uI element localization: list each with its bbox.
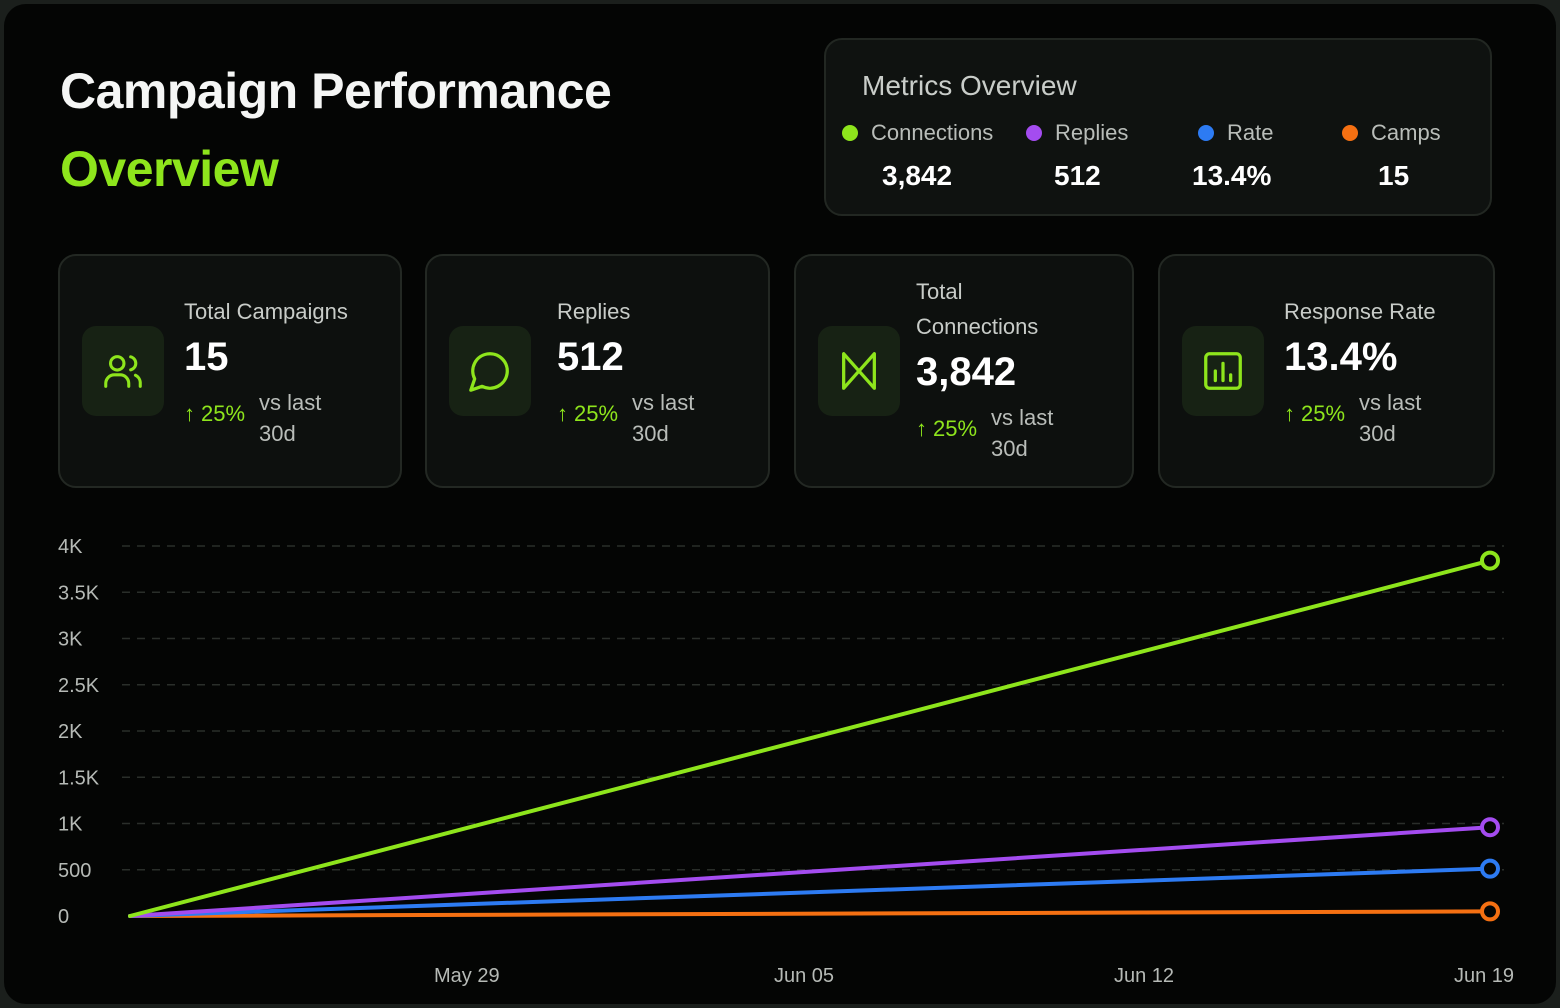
trend-change: ↑ 25% [184, 401, 246, 426]
bar-chart-box-icon [1182, 326, 1264, 416]
y-tick-label: 3K [58, 629, 83, 651]
stat-card-total-connections: Total Connections 3,842 ↑ 25% vs last 30d [794, 254, 1134, 488]
series-end-point [1480, 858, 1500, 879]
stat-value: 13.4% [1284, 335, 1398, 379]
metric-value: 3,842 [882, 160, 953, 191]
legend-dot-icon [1342, 125, 1358, 141]
bowtie-connection-icon [818, 326, 900, 416]
series-end-point [1480, 817, 1500, 838]
stat-card-replies: Replies 512 ↑ 25% vs last 30d [425, 254, 770, 488]
x-tick-label: May 29 [434, 965, 500, 987]
series-line [128, 825, 1492, 918]
trend-change: ↑ 25% [1284, 401, 1346, 426]
series-line [128, 909, 1492, 918]
trend-compare: vs last 30d [632, 390, 695, 446]
metric-label: Camps [1371, 120, 1441, 145]
message-circle-icon [449, 326, 531, 416]
metric-label: Connections [871, 120, 994, 145]
metric-label: Rate [1227, 120, 1274, 145]
series-end-point [1480, 550, 1500, 571]
y-tick-label: 0 [58, 906, 69, 928]
trend-change: ↑ 25% [916, 416, 978, 441]
y-tick-label: 1K [58, 814, 83, 836]
arrow-up-icon: ↑ [916, 416, 927, 441]
trend-compare: vs last 30d [259, 390, 322, 446]
metric-connections: Connections 3,842 [842, 120, 1022, 192]
users-icon [82, 326, 164, 416]
stat-label: Replies [557, 299, 631, 324]
series-line [128, 558, 1492, 918]
y-tick-label: 1.5K [58, 767, 100, 789]
page-subtitle: Overview [60, 141, 279, 197]
series-line [128, 866, 1492, 918]
stat-value: 512 [557, 335, 624, 379]
arrow-up-icon: ↑ [1284, 401, 1295, 426]
stat-card-response-rate: Response Rate 13.4% ↑ 25% vs last 30d [1158, 254, 1495, 488]
y-tick-label: 2.5K [58, 675, 100, 697]
y-tick-label: 3.5K [58, 582, 100, 604]
x-tick-label: Jun 12 [1114, 965, 1174, 987]
stat-value: 15 [184, 335, 229, 379]
metric-value: 15 [1378, 160, 1410, 191]
campaign-line-chart: 0 500 1K 1.5K 2K 2.5K 3K 3.5K 4K May 29 Jun 05 Jun … [58, 536, 1514, 987]
trend-change: ↑ 25% [557, 401, 619, 426]
y-tick-label: 4K [58, 536, 83, 558]
metrics-overview-panel: Metrics Overview Connections 3,842 Repli… [824, 38, 1492, 216]
legend-dot-icon [1026, 125, 1042, 141]
x-tick-label: Jun 05 [774, 965, 834, 987]
stat-card-total-campaigns: Total Campaigns 15 ↑ 25% vs last 30d [58, 254, 402, 488]
metric-rate: Rate 13.4% [1192, 120, 1378, 192]
metric-camps: Camps 15 [1342, 120, 1522, 192]
legend-dot-icon [842, 125, 858, 141]
dashboard-panel: Campaign Performance Overview Metrics Ov… [4, 4, 1556, 1004]
stat-label: Total Campaigns [184, 299, 348, 324]
y-tick-label: 2K [58, 721, 83, 743]
arrow-up-icon: ↑ [184, 401, 195, 426]
x-tick-label: Jun 19 [1454, 965, 1514, 987]
metric-label: Replies [1055, 120, 1129, 145]
trend-compare: vs last 30d [1359, 390, 1422, 446]
metrics-overview-title: Metrics Overview [862, 70, 1077, 101]
metric-value: 13.4% [1192, 160, 1272, 191]
arrow-up-icon: ↑ [557, 401, 568, 426]
y-tick-label: 500 [58, 860, 91, 882]
page-title: Campaign Performance [60, 63, 612, 119]
metric-value: 512 [1054, 160, 1101, 191]
legend-dot-icon [1198, 125, 1214, 141]
series-end-point [1480, 901, 1500, 922]
metric-replies: Replies 512 [1026, 120, 1206, 192]
trend-compare: vs last 30d [991, 405, 1054, 461]
stat-label: Total Connections [916, 279, 1039, 339]
stat-label: Response Rate [1284, 299, 1436, 324]
stat-value: 3,842 [916, 350, 1017, 394]
